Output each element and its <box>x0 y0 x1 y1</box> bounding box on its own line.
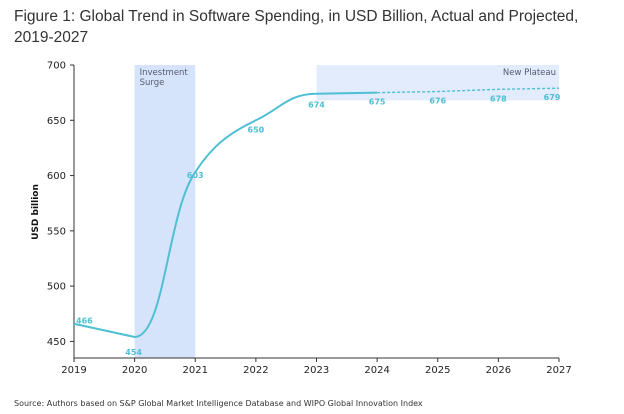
data-label: 678 <box>490 94 507 103</box>
y-tick-label: 700 <box>47 61 66 72</box>
series-line-actual <box>73 91 378 338</box>
data-label: 674 <box>308 101 325 110</box>
x-tick-label: 2022 <box>243 365 268 376</box>
x-tick-label: 2021 <box>183 365 208 376</box>
y-axis-label: USD billion <box>31 184 41 240</box>
source-note: Source: Authors based on S&P Global Mark… <box>14 399 423 408</box>
data-label: 676 <box>429 97 446 106</box>
y-tick-label: 600 <box>47 171 66 182</box>
y-tick-label: 650 <box>47 116 66 127</box>
x-tick-label: 2026 <box>486 365 511 376</box>
data-label: 679 <box>544 93 561 102</box>
y-tick-label: 500 <box>47 282 66 293</box>
data-label: 650 <box>248 125 265 134</box>
x-tick-label: 2025 <box>425 365 450 376</box>
new-plateau-band <box>316 65 559 101</box>
series-line-projected <box>377 87 560 94</box>
investment-surge-label: Investment <box>140 68 189 78</box>
x-tick-label: 2024 <box>364 365 389 376</box>
data-label: 675 <box>369 98 386 107</box>
x-tick-label: 2020 <box>122 365 147 376</box>
data-label: 603 <box>187 171 204 180</box>
investment-surge-band <box>134 65 196 358</box>
x-tick-label: 2023 <box>304 365 329 376</box>
data-label: 466 <box>76 317 93 326</box>
chart-title: Figure 1: Global Trend in Software Spend… <box>14 8 579 46</box>
x-tick-label: 2027 <box>546 365 571 376</box>
new-plateau-label: New Plateau <box>503 68 556 78</box>
y-tick-label: 450 <box>47 337 66 348</box>
x-tick-label: 2019 <box>61 365 86 376</box>
investment-surge-label: Surge <box>140 78 165 88</box>
y-tick-label: 550 <box>47 226 66 237</box>
data-label: 454 <box>125 348 142 357</box>
